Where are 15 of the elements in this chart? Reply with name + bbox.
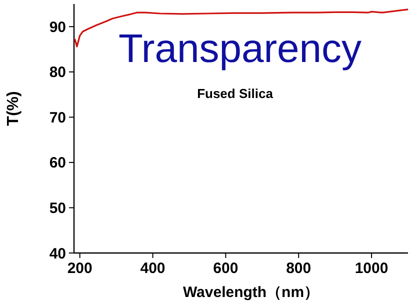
x-tick-label: 1000 [354, 260, 388, 277]
x-axis-title: Wavelength（nm） [182, 284, 320, 301]
y-tick-label: 40 [49, 245, 66, 262]
y-axis-title: T(%) [5, 91, 22, 126]
y-tick-label: 70 [49, 109, 66, 126]
x-tick-label: 400 [140, 260, 166, 277]
x-tick-label: 600 [213, 260, 238, 277]
annotation: Fused Silica [197, 86, 274, 101]
y-tick-label: 60 [49, 154, 66, 172]
text: Transparency [118, 27, 362, 71]
y-tick-label: 80 [49, 64, 66, 82]
x-tick-label: 200 [67, 260, 92, 277]
y-tick-label: 90 [49, 18, 66, 36]
y-tick-label: 50 [49, 200, 66, 217]
x-tick-label: 800 [286, 260, 312, 277]
